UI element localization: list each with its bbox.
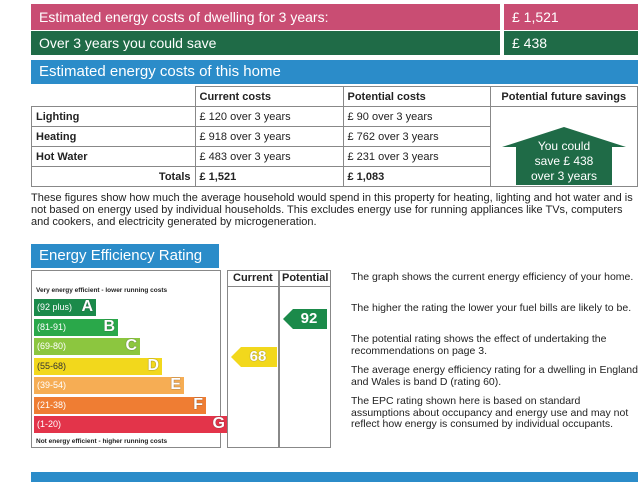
top-efficiency-label: Very energy efficient - lower running co… [36,287,168,294]
band-range: (92 plus) [37,302,73,312]
potential-rating-value: 92 [300,310,318,327]
band-letter: C [125,337,137,354]
row-potential: £ 231 over 3 years [342,146,491,167]
band-range: (1-20) [37,419,62,429]
band-letter: A [81,298,93,315]
rating-band-c: (69-80) C [34,337,140,355]
row-label: Lighting [31,106,196,127]
header-savings: Potential future savings [489,86,638,107]
totals-potential: £ 1,083 [342,166,491,187]
totals-row: Totals £ 1,521 £ 1,083 [31,166,638,187]
potential-column-label: Potential [282,272,329,284]
rating-note: The average energy efficiency rating for… [351,364,638,388]
current-rating-value: 68 [249,348,267,365]
rating-band-f: (21-38) F [34,395,206,414]
savings-house-graphic: You could save £ 438 over 3 years [500,125,628,187]
totals-current: £ 1,521 [194,166,344,187]
current-rating-arrow: 68 [231,347,277,367]
savings-line-3: over 3 years [530,169,598,183]
rating-note: The EPC rating shown here is based on st… [351,395,629,430]
costs-section-title: Estimated energy costs of this home [31,60,638,84]
row-current: £ 483 over 3 years [194,146,344,167]
next-section-header [31,472,638,482]
band-range: (55-68) [37,360,67,371]
rating-band-e: (39-54) E [34,376,184,394]
band-range: (69-80) [37,341,67,351]
rating-section-title: Energy Efficiency Rating [31,244,219,268]
savings-line-2: save £ 438 [534,154,594,168]
band-letter: E [170,376,181,393]
header-potential: Potential costs [342,86,491,107]
costs-description: These figures show how much the average … [31,192,633,228]
totals-label: Totals [31,166,196,187]
band-range: (39-54) [37,380,67,390]
rating-band-d: (55-68) D [34,356,162,375]
potential-column [279,270,331,448]
savings-line-1: You could [537,139,591,153]
savings-summary-label: Over 3 years you could save [31,31,500,55]
header-empty [31,86,196,107]
header-current: Current costs [194,86,344,107]
band-range: (81-91) [37,321,67,332]
rating-band-a: (92 plus) A [34,298,96,316]
cost-summary-label: Estimated energy costs of dwelling for 3… [31,4,500,30]
potential-rating-arrow: 92 [283,309,327,329]
row-potential: £ 90 over 3 years [342,106,491,127]
table-row: Lighting £ 120 over 3 years £ 90 over 3 … [31,106,638,187]
row-potential: £ 762 over 3 years [342,126,491,147]
bottom-efficiency-label: Not energy efficient - higher running co… [36,438,168,445]
rating-chart: Very energy efficient - lower running co… [31,270,228,448]
table-header-row: Current costs Potential costs Potential … [31,86,638,107]
band-range: (21-38) [37,399,67,410]
row-current: £ 918 over 3 years [194,126,344,147]
row-label: Hot Water [31,146,196,167]
band-letter: G [212,415,225,432]
savings-summary-value: £ 438 [504,31,638,55]
rating-band-g: (1-20) G [34,415,228,433]
house-icon [502,127,626,185]
rating-note: The higher the rating the lower your fue… [351,302,632,314]
band-letter: B [103,317,115,335]
rating-band-b: (81-91) B [34,317,118,336]
current-column [227,270,279,448]
costs-table: Current costs Potential costs Potential … [31,86,638,187]
rating-note: The potential rating shows the effect of… [351,333,607,357]
band-letter: F [193,395,203,413]
cost-summary-value: £ 1,521 [504,4,638,30]
current-column-label: Current [233,272,273,284]
row-current: £ 120 over 3 years [194,106,344,127]
band-letter: D [147,356,159,374]
rating-note: The graph shows the current energy effic… [351,271,634,283]
row-label: Heating [31,126,196,147]
